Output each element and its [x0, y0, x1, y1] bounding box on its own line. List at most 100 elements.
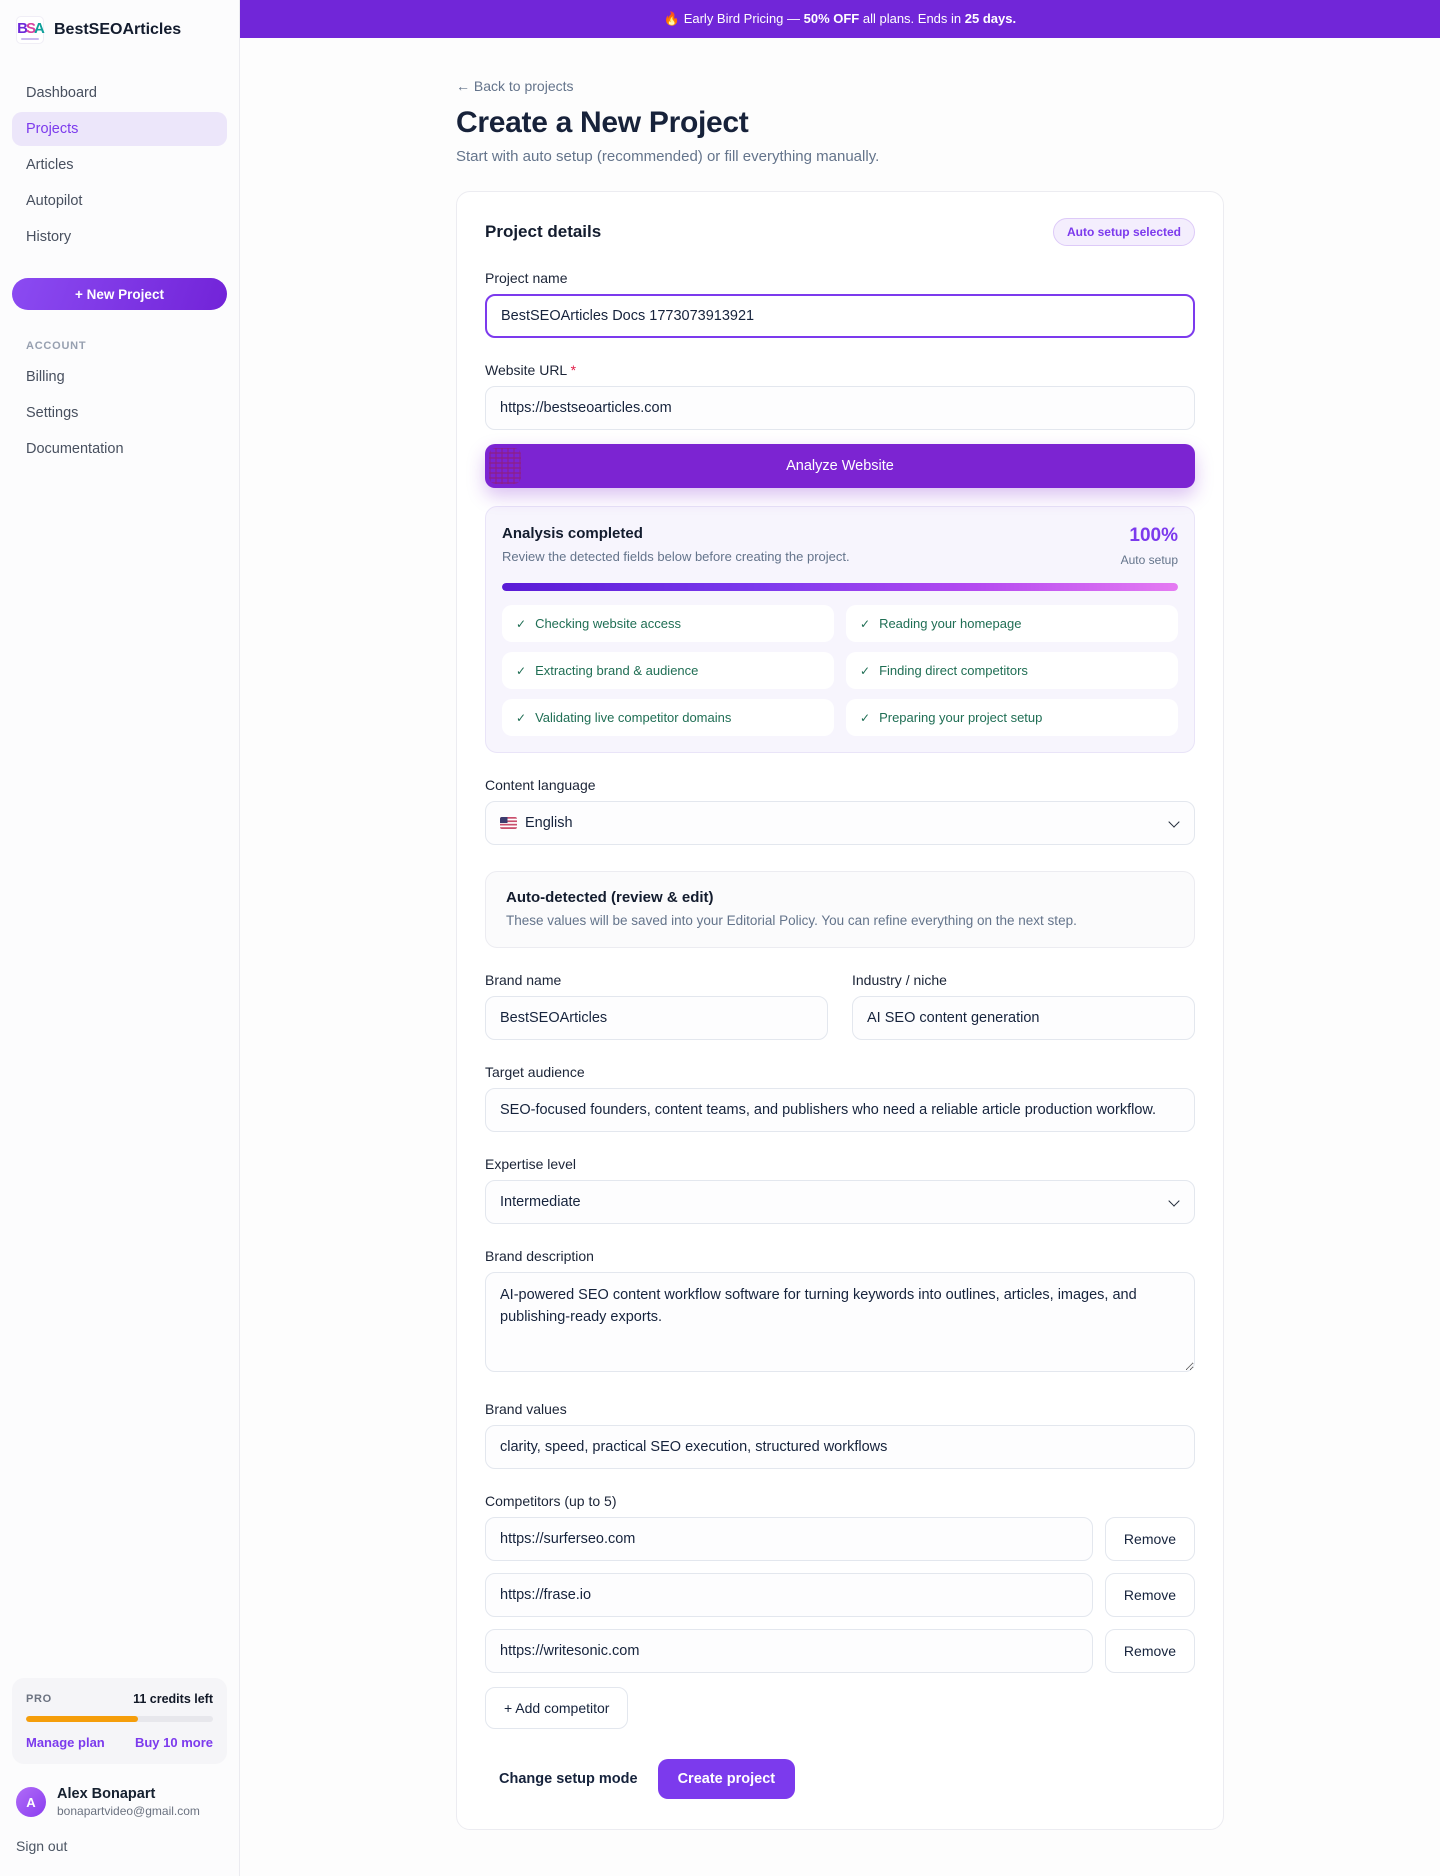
sidebar-item-documentation[interactable]: Documentation	[26, 441, 124, 457]
analysis-steps: ✓ Checking website access ✓ Reading your h…	[502, 605, 1178, 736]
us-flag-icon	[500, 817, 517, 829]
competitor-row: Remove	[485, 1573, 1195, 1617]
sidebar-item-settings[interactable]: Settings	[26, 405, 79, 421]
logo-letters: BSA	[17, 19, 45, 37]
credits-progress-track	[26, 1716, 213, 1722]
analysis-panel: Analysis completed Review the detected f…	[485, 506, 1195, 753]
project-name-input[interactable]	[485, 294, 1195, 338]
analysis-step: ✓ Validating live competitor domains	[502, 699, 834, 736]
main-area: 🔥 Early Bird Pricing — 50% OFF all plans…	[240, 0, 1440, 1876]
plan-tier-label: PRO	[26, 1693, 52, 1705]
remove-competitor-button-2[interactable]: Remove	[1105, 1573, 1195, 1617]
sidebar-item-dashboard[interactable]: Dashboard	[26, 85, 97, 101]
add-competitor-button[interactable]: + Add competitor	[485, 1687, 629, 1729]
brand-values-input[interactable]	[485, 1425, 1195, 1469]
sidebar-item-history[interactable]: History	[26, 229, 72, 245]
credits-progress-fill	[26, 1716, 139, 1722]
analysis-title: Analysis completed	[502, 525, 643, 542]
sidebar-item-billing[interactable]: Billing	[26, 369, 65, 385]
expertise-level-select[interactable]: Intermediate	[485, 1180, 1195, 1224]
buy-credits-link[interactable]: Buy 10 more	[134, 1735, 213, 1750]
remove-competitor-button-1[interactable]: Remove	[1105, 1517, 1195, 1561]
brand-values-label: Brand values	[485, 1401, 567, 1417]
avatar: A	[16, 1787, 46, 1817]
analysis-step: ✓ Reading your homepage	[846, 605, 1178, 642]
manage-plan-link[interactable]: Manage plan	[26, 1735, 105, 1750]
page-content: ← Back to projects Create a New Project …	[456, 38, 1224, 1830]
website-url-label: Website URL *	[485, 362, 577, 378]
chevron-down-icon	[1168, 816, 1180, 828]
analysis-percent: 100%	[1129, 525, 1178, 546]
check-icon: ✓	[860, 616, 871, 631]
analysis-progress-track	[502, 583, 1178, 591]
sidebar-item-projects[interactable]: Projects	[12, 112, 227, 146]
competitor-input-3[interactable]	[485, 1629, 1093, 1673]
required-asterisk: *	[570, 362, 577, 378]
banner-deadline: 25 days.	[964, 11, 1017, 26]
content-language-value: English	[525, 815, 573, 831]
project-details-card: Project details Auto setup selected Proj…	[456, 191, 1224, 1830]
expertise-level-label: Expertise level	[485, 1156, 577, 1172]
credits-left-label: 11 credits left	[133, 1692, 213, 1706]
competitor-input-2[interactable]	[485, 1573, 1093, 1617]
banner-text-prefix: 🔥 Early Bird Pricing —	[663, 11, 804, 26]
brand-logo-icon: BSA	[16, 16, 45, 44]
check-icon: ✓	[516, 616, 527, 631]
chevron-down-icon	[1168, 1195, 1180, 1207]
account-section-heading: ACCOUNT	[26, 340, 87, 352]
analysis-mode-label: Auto setup	[1120, 553, 1178, 567]
logo-caption-bar	[21, 37, 39, 40]
sidebar-item-articles[interactable]: Articles	[26, 157, 74, 173]
target-audience-input[interactable]	[485, 1088, 1195, 1132]
user-name: Alex Bonapart	[57, 1786, 156, 1802]
auto-detected-panel: Auto-detected (review & edit) These valu…	[485, 871, 1195, 948]
competitor-row: Remove	[485, 1629, 1195, 1673]
check-icon: ✓	[516, 710, 527, 725]
back-to-projects-link[interactable]: ← Back to projects	[456, 78, 574, 94]
sidebar-bottom: PRO 11 credits left Manage plan Buy 10 m…	[0, 1678, 239, 1876]
expertise-level-value: Intermediate	[500, 1194, 581, 1210]
project-name-label: Project name	[485, 270, 568, 286]
brand-logo-row[interactable]: BSA BestSEOArticles	[0, 0, 239, 58]
page-subtitle: Start with auto setup (recommended) or f…	[456, 148, 880, 165]
competitor-input-1[interactable]	[485, 1517, 1093, 1561]
industry-input[interactable]	[852, 996, 1195, 1040]
promo-banner: 🔥 Early Bird Pricing — 50% OFF all plans…	[240, 0, 1440, 38]
sign-out-button[interactable]: Sign out	[16, 1838, 68, 1854]
industry-label: Industry / niche	[852, 972, 947, 988]
card-title: Project details	[485, 222, 602, 241]
target-audience-label: Target audience	[485, 1064, 585, 1080]
analysis-step: ✓ Checking website access	[502, 605, 834, 642]
sidebar-item-autopilot[interactable]: Autopilot	[26, 193, 83, 209]
analysis-step: ✓ Finding direct competitors	[846, 652, 1178, 689]
plan-card: PRO 11 credits left Manage plan Buy 10 m…	[12, 1678, 227, 1764]
change-setup-mode-button[interactable]: Change setup mode	[485, 1760, 652, 1798]
analyze-website-button[interactable]: Analyze Website	[485, 444, 1195, 488]
auto-detected-title: Auto-detected (review & edit)	[506, 889, 714, 906]
auto-setup-badge: Auto setup selected	[1052, 218, 1195, 246]
check-icon: ✓	[516, 663, 527, 678]
competitor-row: Remove	[485, 1517, 1195, 1561]
remove-competitor-button-3[interactable]: Remove	[1105, 1629, 1195, 1673]
sidebar: BSA BestSEOArticles Dashboard Projects A…	[0, 0, 240, 1876]
website-url-input[interactable]	[485, 386, 1195, 430]
analysis-progress-fill	[502, 583, 1178, 591]
brand-description-textarea[interactable]	[485, 1272, 1195, 1372]
brand-name: BestSEOArticles	[54, 21, 182, 38]
brand-name-input[interactable]	[485, 996, 828, 1040]
check-icon: ✓	[860, 663, 871, 678]
analysis-step: ✓ Extracting brand & audience	[502, 652, 834, 689]
check-icon: ✓	[860, 710, 871, 725]
account-nav: Billing Settings Documentation	[0, 360, 239, 466]
competitors-label: Competitors (up to 5)	[485, 1493, 617, 1509]
banner-discount: 50% OFF	[803, 11, 860, 26]
user-email: bonapartvideo@gmail.com	[57, 1804, 200, 1818]
create-project-button[interactable]: Create project	[657, 1759, 796, 1799]
analysis-subtitle: Review the detected fields below before …	[502, 549, 850, 564]
new-project-button[interactable]: + New Project	[12, 278, 227, 310]
brand-description-label: Brand description	[485, 1248, 594, 1264]
content-language-select[interactable]: English	[485, 801, 1195, 845]
page-title: Create a New Project	[456, 106, 749, 139]
user-profile[interactable]: A Alex Bonapart bonapartvideo@gmail.com	[0, 1776, 239, 1826]
content-language-label: Content language	[485, 777, 596, 793]
